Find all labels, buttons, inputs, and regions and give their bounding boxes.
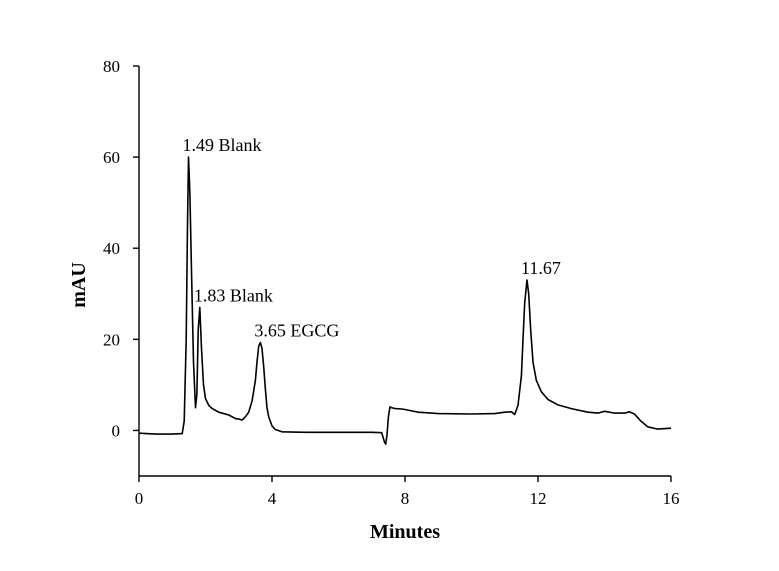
y-tick-label: 0: [112, 421, 121, 440]
x-tick-label: 8: [401, 489, 410, 508]
ticks: 0 4 8 12 16 0 20 40 60 80: [103, 57, 680, 508]
peak-annotation: 1.83 Blank: [194, 285, 273, 305]
x-tick-label: 12: [530, 489, 547, 508]
y-axis-title: mAU: [68, 262, 90, 308]
x-tick-label: 0: [135, 489, 144, 508]
x-tick-label: 16: [663, 489, 680, 508]
x-axis-title: Minutes: [370, 521, 440, 543]
peak-annotation: 1.49 Blank: [183, 135, 262, 155]
y-tick-label: 40: [103, 239, 120, 258]
series-line: [138, 156, 672, 445]
y-tick-label: 20: [103, 330, 120, 349]
axes: [138, 66, 671, 477]
peak-annotation: 11.67: [521, 258, 561, 278]
y-tick-label: 60: [103, 148, 120, 167]
annotations: 1.49 Blank 1.83 Blank 3.65 EGCG 11.67: [183, 135, 561, 340]
peak-annotation: 3.65 EGCG: [254, 321, 339, 341]
x-tick-label: 4: [268, 489, 277, 508]
y-tick-label: 80: [103, 57, 120, 76]
